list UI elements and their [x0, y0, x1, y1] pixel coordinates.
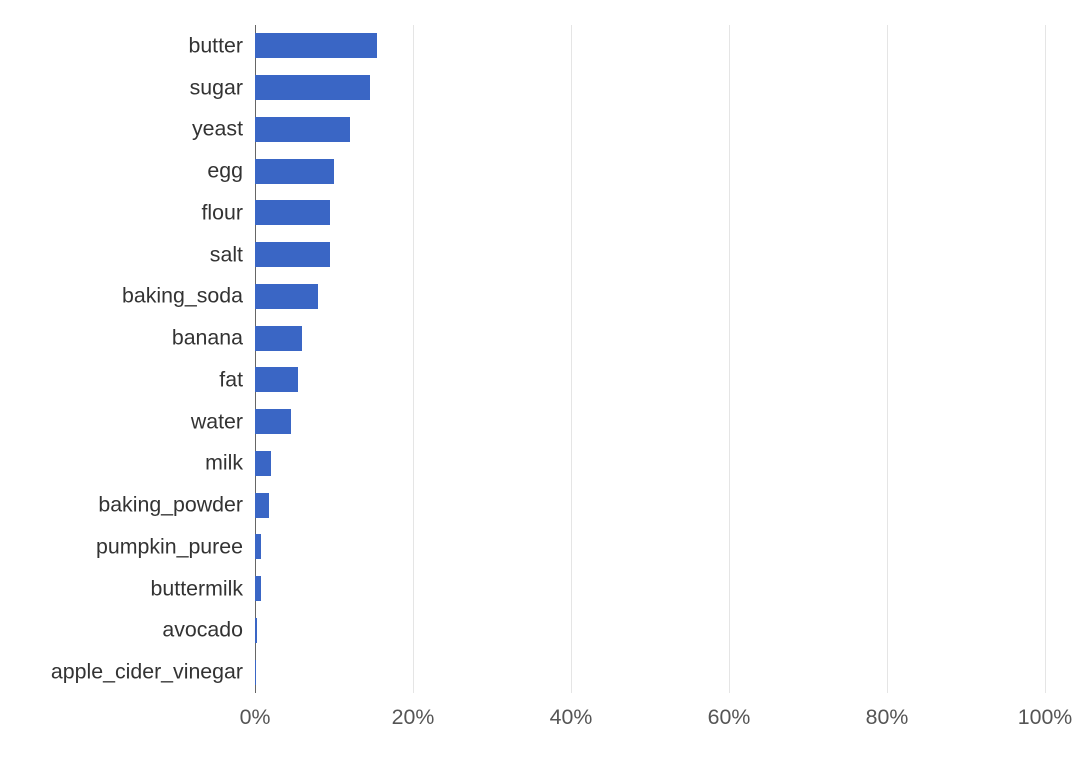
y-tick-label: banana — [172, 326, 243, 351]
bar — [255, 451, 271, 476]
bar — [255, 200, 330, 225]
ingredient-frequency-chart: 0% 20% 40% 60% 80% 100% butter sugar yeast egg flo… — [0, 0, 1080, 767]
x-gridline — [571, 25, 572, 693]
x-tick-label: 100% — [1018, 705, 1073, 730]
x-tick-label: 40% — [550, 705, 593, 730]
bar — [255, 618, 257, 643]
y-tick-label: flour — [202, 200, 244, 225]
x-tick-label: 60% — [708, 705, 751, 730]
x-tick-label: 80% — [866, 705, 909, 730]
bar — [255, 75, 370, 100]
bar — [255, 242, 330, 267]
y-tick-label: sugar — [190, 75, 243, 100]
bar — [255, 117, 350, 142]
y-tick-label: baking_powder — [98, 493, 243, 518]
bar — [255, 326, 302, 351]
y-tick-label: buttermilk — [151, 576, 243, 601]
y-tick-label: water — [191, 409, 243, 434]
bar — [255, 409, 291, 434]
x-gridline — [729, 25, 730, 693]
bar — [255, 33, 377, 58]
y-tick-label: baking_soda — [122, 284, 243, 309]
x-gridline — [1045, 25, 1046, 693]
y-tick-label: pumpkin_puree — [96, 534, 243, 559]
x-tick-label: 20% — [392, 705, 435, 730]
bar — [255, 576, 261, 601]
y-tick-label: avocado — [162, 618, 243, 643]
x-tick-label: 0% — [240, 705, 271, 730]
y-tick-label: butter — [188, 33, 243, 58]
bar — [255, 367, 298, 392]
bar — [255, 493, 269, 518]
y-tick-label: milk — [205, 451, 243, 476]
y-tick-label: egg — [207, 159, 243, 184]
bar — [255, 159, 334, 184]
y-tick-label: apple_cider_vinegar — [51, 660, 243, 685]
y-tick-label: yeast — [192, 117, 243, 142]
plot-area: 0%20%40%60%80%100%buttersugaryeasteggflo… — [255, 25, 1045, 693]
y-tick-label: salt — [210, 242, 243, 267]
x-gridline — [413, 25, 414, 693]
x-gridline — [887, 25, 888, 693]
y-tick-label: fat — [219, 367, 243, 392]
bar — [255, 284, 318, 309]
bar — [255, 534, 261, 559]
bar — [255, 660, 256, 685]
